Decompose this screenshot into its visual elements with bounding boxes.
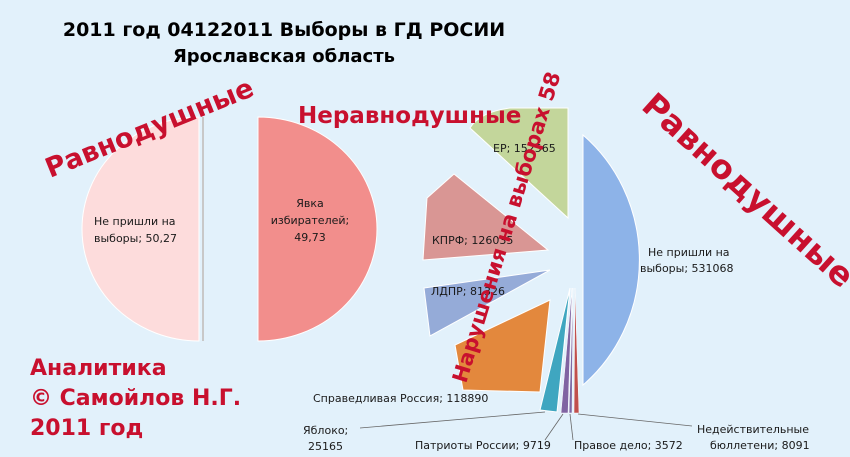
- pie-slice-left-absent: [81, 116, 200, 342]
- label-nedeist-1: Недействительные: [697, 423, 809, 436]
- leader-nedeist: [577, 413, 693, 427]
- chart-subtitle: Ярославская область: [173, 46, 395, 67]
- label-sr: Справедливая Россия; 118890: [313, 392, 488, 405]
- label-pravoe: Правое дело; 3572: [574, 439, 683, 452]
- chart-title: 2011 год 04122011 Выборы в ГД РОСИИ: [63, 19, 505, 41]
- leader-yabloko: [359, 411, 546, 429]
- label-er: ЕР; 152565: [493, 142, 556, 155]
- pie-slice-er: [469, 107, 569, 220]
- label-not-voted-2: выборы; 531068: [640, 262, 734, 275]
- pie-slice-left-turnout: [257, 116, 378, 342]
- label-kprf: КПРФ; 126035: [432, 234, 513, 247]
- credit-line-2: © Самойлов Н.Г.: [30, 386, 241, 411]
- leader-pravoe: [569, 413, 574, 441]
- pie-slice-ldpr: [423, 269, 551, 337]
- label-yabloko-2: 25165: [308, 440, 343, 453]
- label-left-absent-1: Не пришли на: [94, 215, 176, 228]
- label-left-turnout-2: избирателей;: [271, 214, 349, 227]
- pie-slice-pravoe: [568, 287, 574, 414]
- label-left-turnout-1: Явка: [296, 197, 324, 210]
- label-ldpr: ЛДПР; 81326: [431, 285, 505, 298]
- label-left-turnout-3: 49,73: [294, 231, 326, 244]
- label-not-voted-1: Не пришли на: [648, 246, 730, 259]
- leader-patrioty: [544, 413, 564, 441]
- credit-line-1: Аналитика: [30, 356, 167, 381]
- pie-slice-yabloko: [539, 287, 571, 413]
- pie-slice-patrioty: [560, 287, 573, 414]
- heading-neravnodushnye: Неравнодушные: [298, 103, 521, 129]
- credit-line-3: 2011 год: [30, 416, 143, 441]
- pie-slice-not-voted: [582, 133, 640, 387]
- label-yabloko-1: Яблоко;: [303, 424, 348, 437]
- label-left-absent-2: выборы; 50,27: [94, 232, 177, 245]
- label-nedeist-2: бюллетени; 8091: [710, 439, 810, 452]
- pie-slice-nedeist: [573, 287, 580, 414]
- label-patrioty: Патриоты России; 9719: [415, 439, 551, 452]
- pie-slice-sr: [454, 299, 551, 393]
- pie-slice-kprf: [422, 173, 550, 261]
